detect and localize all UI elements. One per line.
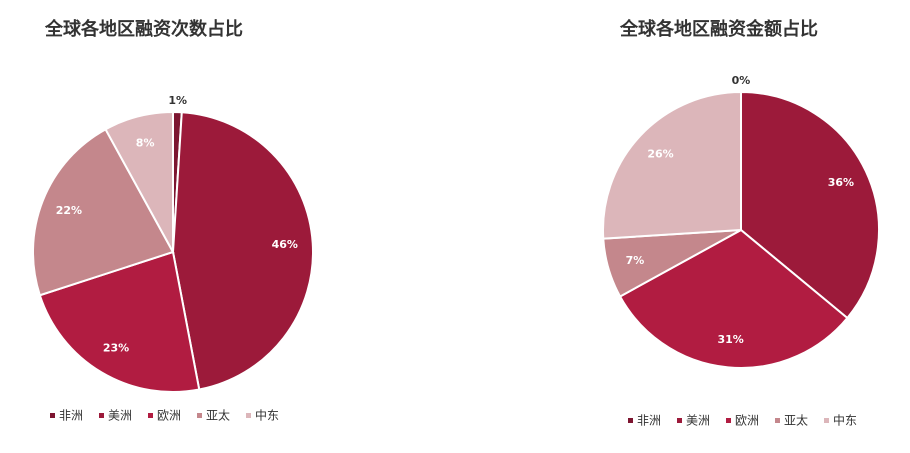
data-label: 8%	[136, 137, 155, 150]
data-label: 0%	[732, 74, 751, 87]
legend-label: 欧洲	[157, 409, 181, 423]
data-label: 46%	[272, 238, 298, 251]
legend-marker	[628, 418, 633, 423]
pie-slice	[618, 228, 849, 369]
data-label: 23%	[103, 341, 129, 354]
legend-marker	[148, 413, 153, 418]
legend-marker	[246, 413, 251, 418]
pie-slice	[171, 111, 314, 391]
data-label: 31%	[717, 333, 743, 346]
legend-marker	[775, 418, 780, 423]
legend-marker	[824, 418, 829, 423]
legend-label: 中东	[255, 408, 279, 423]
legend-marker	[197, 413, 202, 418]
pie-slice	[104, 110, 174, 253]
legend-label: 中东	[833, 413, 857, 428]
legend-marker	[726, 418, 731, 423]
legend-label: 非洲	[59, 409, 83, 423]
legend-label: 欧洲	[735, 414, 759, 428]
data-label: 22%	[56, 204, 82, 217]
pie-slice	[602, 90, 742, 240]
data-label: 36%	[828, 176, 854, 189]
legend-marker	[50, 413, 55, 418]
legend-label: 非洲	[637, 414, 661, 428]
pie-slice	[740, 90, 880, 320]
data-label: 26%	[647, 147, 673, 160]
data-label: 1%	[168, 94, 187, 107]
chart-title: 全球各地区融资金额占比	[619, 18, 818, 40]
chart-title: 全球各地区融资次数占比	[44, 18, 243, 40]
pie-slice	[32, 127, 175, 297]
legend-label: 亚太	[784, 413, 808, 428]
pie-slice	[38, 250, 201, 393]
legend-label: 亚太	[206, 408, 230, 423]
legend-label: 美洲	[686, 414, 710, 428]
legend-marker	[677, 418, 682, 423]
data-label: 7%	[626, 254, 645, 267]
legend-label: 美洲	[108, 409, 132, 423]
legend-marker	[99, 413, 104, 418]
